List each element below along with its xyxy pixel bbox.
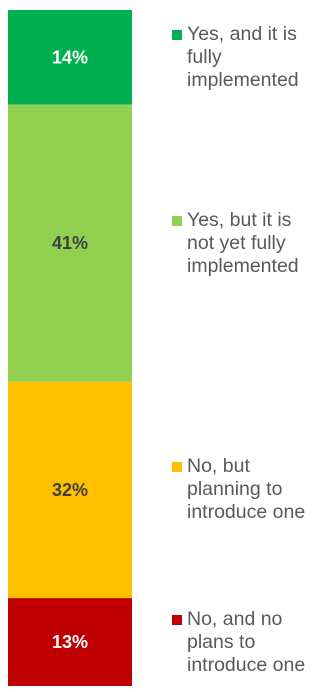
legend-swatch-icon	[172, 615, 182, 625]
legend-item-yes-not-fully-implemented: Yes, but it is not yet fully implemented	[172, 209, 336, 278]
legend-label: Yes, but it is not yet fully implemented	[187, 209, 299, 277]
bar-segment-2	[8, 104, 132, 382]
data-labels: 14% 41% 32% 13%	[52, 47, 88, 652]
data-label-2: 41%	[52, 233, 88, 253]
bar-segment-3	[8, 381, 132, 599]
legend-label: No, but planning to introduce one	[187, 455, 306, 523]
bar-segment-1	[8, 10, 132, 105]
legend-label: No, and no plans to introduce one	[187, 608, 306, 676]
legend-item-no-plans: No, and no plans to introduce one	[172, 608, 336, 677]
legend-label: Yes, and it is fully implemented	[187, 23, 299, 91]
data-label-1: 14%	[52, 47, 88, 67]
data-label-3: 32%	[52, 480, 88, 500]
legend-swatch-icon	[172, 30, 182, 40]
data-label-4: 13%	[52, 632, 88, 652]
legend-swatch-icon	[172, 216, 182, 226]
bar-segments	[8, 10, 132, 686]
legend-swatch-icon	[172, 462, 182, 472]
legend-item-no-planning: No, but planning to introduce one	[172, 455, 336, 524]
legend-item-yes-fully-implemented: Yes, and it is fully implemented	[172, 23, 336, 92]
bar-segment-4	[8, 598, 132, 686]
